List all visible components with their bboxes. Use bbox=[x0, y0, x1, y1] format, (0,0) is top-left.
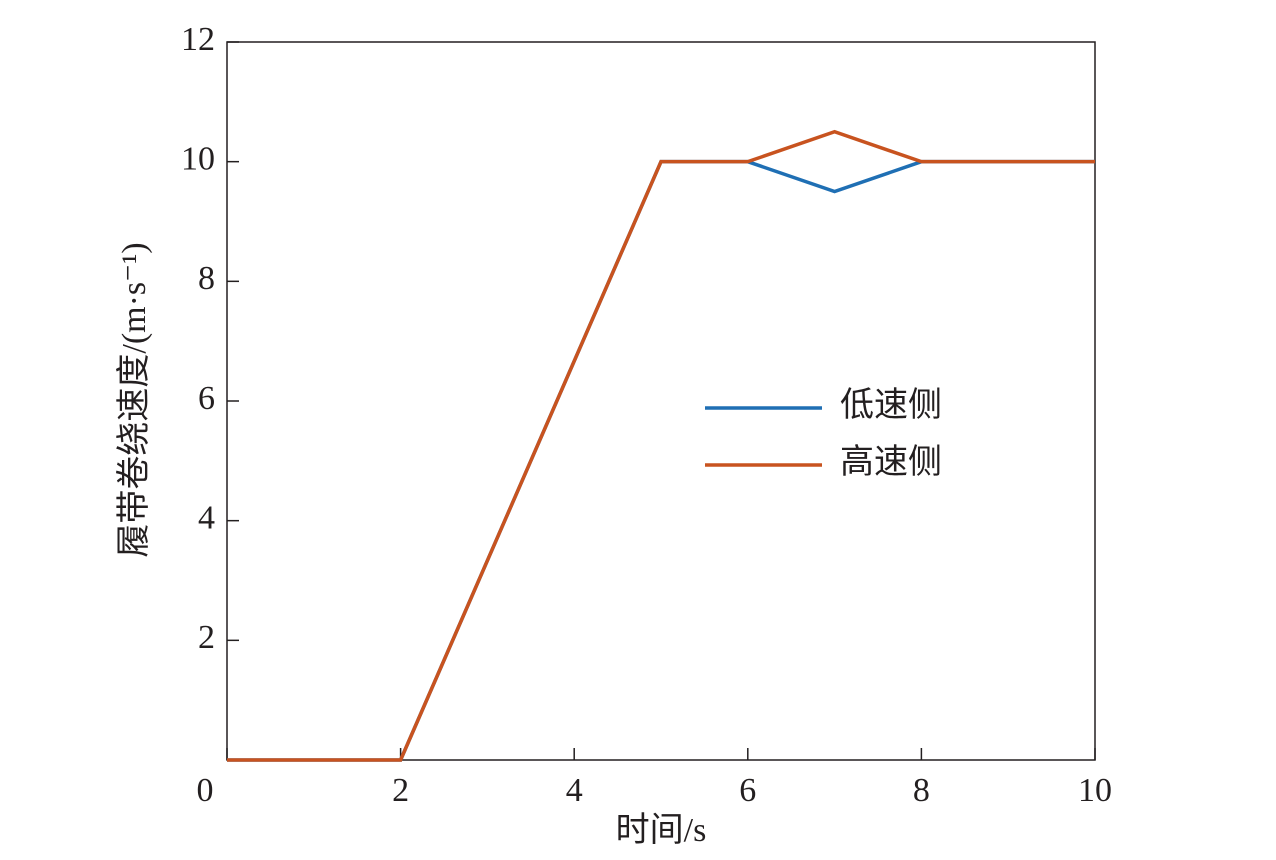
legend-label: 高速侧 bbox=[840, 443, 942, 481]
y-tick-label: 4 bbox=[198, 499, 215, 536]
legend-label: 低速侧 bbox=[840, 386, 942, 424]
y-tick-label: 8 bbox=[198, 260, 215, 297]
x-tick-label: 0 bbox=[197, 772, 214, 809]
plot-frame bbox=[226, 41, 1096, 761]
x-tick-label: 2 bbox=[392, 772, 409, 809]
series-line bbox=[227, 129, 1095, 762]
x-tick-label: 6 bbox=[739, 772, 756, 809]
y-tick-label: 2 bbox=[198, 619, 215, 656]
y-axis-label: 履带卷绕速度/(m·s⁻¹) bbox=[115, 242, 153, 557]
x-tick-label: 10 bbox=[1078, 772, 1112, 809]
x-tick-label: 4 bbox=[566, 772, 583, 809]
y-tick-label: 12 bbox=[181, 21, 215, 58]
x-tick-label: 8 bbox=[913, 772, 930, 809]
y-tick-label: 6 bbox=[198, 380, 215, 417]
y-tick-label: 10 bbox=[181, 140, 215, 177]
series-line bbox=[227, 159, 1095, 762]
x-axis-label: 时间/s bbox=[616, 812, 707, 849]
